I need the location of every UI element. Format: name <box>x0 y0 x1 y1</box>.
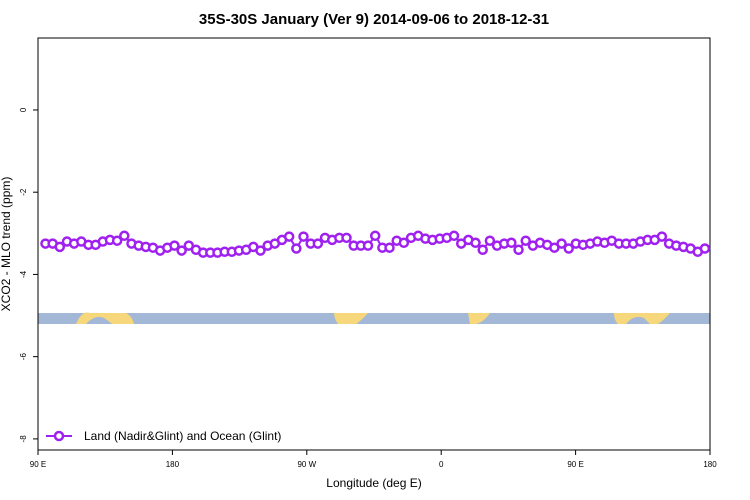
data-point <box>384 242 395 253</box>
data-point <box>563 243 574 254</box>
data-point <box>477 244 488 256</box>
data-point <box>513 244 524 256</box>
data-point <box>111 235 123 246</box>
data-point <box>369 230 381 242</box>
plot-frame <box>37 37 711 451</box>
data-point <box>656 231 668 242</box>
data-point <box>298 231 309 242</box>
legend-marker <box>53 430 65 442</box>
y-axis-label: XCO2 - MLO trend (ppm) <box>0 177 13 312</box>
data-point <box>362 240 374 251</box>
x-tick-label: 90 E <box>30 460 46 469</box>
data-point <box>119 230 130 242</box>
y-tick-label: 0 <box>19 107 28 112</box>
data-point <box>54 241 66 253</box>
x-tick-label: 0 <box>439 460 444 469</box>
data-point <box>312 238 324 249</box>
data-point <box>470 237 481 249</box>
data-point <box>283 231 295 242</box>
data-point <box>291 243 302 254</box>
x-tick-label: 180 <box>703 460 717 469</box>
data-point <box>699 243 711 254</box>
land-ocean-strip <box>38 312 710 324</box>
y-tick-label: -6 <box>19 353 28 361</box>
legend-label: Land (Nadir&Glint) and Ocean (Glint) <box>84 429 281 443</box>
x-tick-label: 180 <box>166 460 180 469</box>
data-point <box>169 240 180 251</box>
x-tick-label: 90 W <box>297 460 316 469</box>
x-tick-label: 90 E <box>567 460 583 469</box>
data-point <box>556 238 567 249</box>
y-tick-label: -4 <box>19 270 28 278</box>
chart-title: 35S-30S January (Ver 9) 2014-09-06 to 20… <box>199 11 549 28</box>
data-point <box>255 245 266 256</box>
y-tick-label: -2 <box>19 188 28 196</box>
y-tick-label: -8 <box>19 435 28 443</box>
data-point <box>398 237 410 249</box>
data-point <box>520 235 531 246</box>
data-point <box>341 232 352 244</box>
data-point <box>448 230 460 242</box>
data-point <box>506 237 517 249</box>
data-point <box>484 235 496 246</box>
x-axis-label: Longitude (deg E) <box>326 476 421 490</box>
data-point <box>176 245 187 256</box>
